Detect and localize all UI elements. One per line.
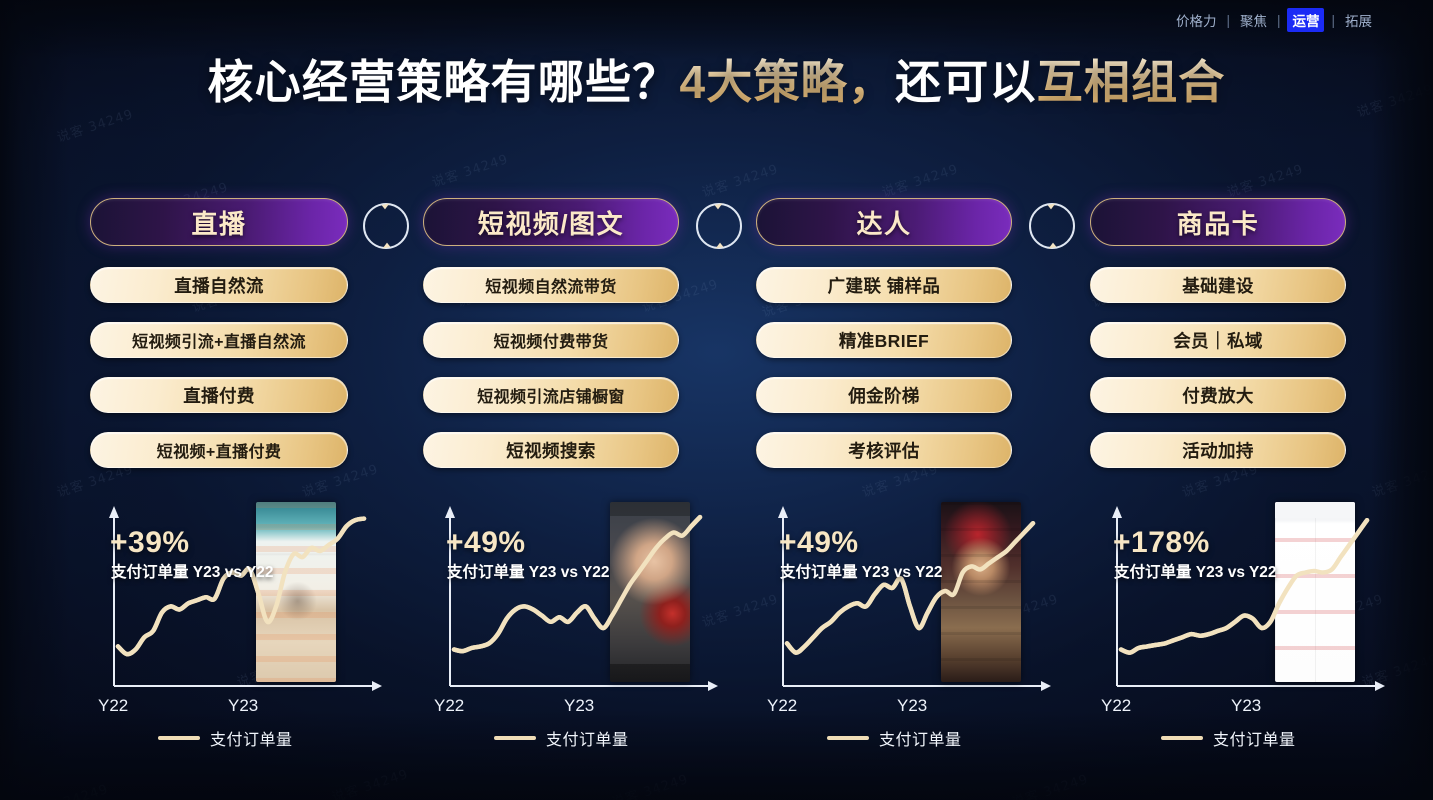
column-items-talent: 广建联 铺样品 精准BRIEF 佣金阶梯 考核评估 (756, 267, 1012, 468)
chart-shortvideo: +49% 支付订单量 Y23 vs Y22 Y22 Y23 支付订单量 (424, 494, 724, 760)
nav-item-operations[interactable]: 运营 (1287, 8, 1325, 32)
strategy-item[interactable]: 短视频引流店铺橱窗 (423, 377, 679, 413)
column-items-shortvideo: 短视频自然流带货 短视频付费带货 短视频引流店铺橱窗 短视频搜索 (423, 267, 679, 468)
strategy-item[interactable]: 基础建设 (1090, 267, 1346, 303)
strategy-item[interactable]: 活动加持 (1090, 432, 1346, 468)
circular-arrows-icon (363, 203, 409, 249)
circular-arrows-icon (360, 200, 412, 252)
strategy-item[interactable]: 短视频付费带货 (423, 322, 679, 358)
growth-subtitle: 支付订单量 Y23 vs Y22 (447, 564, 610, 581)
chart-productcard: +178% 支付订单量 Y23 vs Y22 Y22 Y23 支付订单量 (1091, 494, 1391, 760)
nav-separator: | (1276, 12, 1281, 28)
x-axis-label-start: Y22 (98, 696, 129, 715)
growth-percent: +49% (779, 526, 859, 559)
x-axis-label-start: Y22 (1101, 696, 1132, 715)
title-part-combine: 互相组合 (1036, 56, 1226, 108)
strategy-column-shortvideo: 短视频/图文 短视频自然流带货 短视频付费带货 短视频引流店铺橱窗 短视频搜索 (423, 198, 679, 487)
legend-swatch (494, 736, 536, 740)
strategy-item[interactable]: 精准BRIEF (756, 322, 1012, 358)
growth-subtitle: 支付订单量 Y23 vs Y22 (1114, 564, 1277, 581)
legend-swatch (1161, 736, 1203, 740)
legend-swatch (158, 736, 200, 740)
growth-subtitle: 支付订单量 Y23 vs Y22 (111, 564, 274, 581)
strategy-item[interactable]: 直播自然流 (90, 267, 348, 303)
column-header-talent[interactable]: 达人 (756, 198, 1012, 246)
short-video-creator-screenshot (610, 502, 690, 682)
growth-percent: +49% (446, 526, 526, 559)
strategy-column-productcard: 商品卡 基础建设 会员｜私域 付费放大 活动加持 (1090, 198, 1346, 487)
strategy-item[interactable]: 考核评估 (756, 432, 1012, 468)
top-nav[interactable]: 价格力 | 聚焦 | 运营 | 拓展 (1173, 8, 1375, 32)
x-axis-label-mid: Y23 (228, 696, 259, 715)
chart-legend: 支付订单量 (1161, 726, 1296, 750)
strategy-column-talent: 达人 广建联 铺样品 精准BRIEF 佣金阶梯 考核评估 (756, 198, 1012, 487)
chart-legend: 支付订单量 (158, 726, 293, 750)
legend-swatch (827, 736, 869, 740)
column-items-productcard: 基础建设 会员｜私域 付费放大 活动加持 (1090, 267, 1346, 468)
chart-legend: 支付订单量 (827, 726, 962, 750)
growth-subtitle: 支付订单量 Y23 vs Y22 (780, 564, 943, 581)
title-part-question: 核心经营策略有哪些？ (207, 56, 680, 108)
title-part-also: 还可以 (895, 56, 1037, 108)
circular-arrows-icon (693, 200, 745, 252)
x-axis-label-mid: Y23 (1231, 696, 1262, 715)
strategy-item[interactable]: 付费放大 (1090, 377, 1346, 413)
page-title: 核心经营策略有哪些？4大策略，还可以互相组合 (0, 46, 1433, 112)
talent-livestream-screenshot (941, 502, 1021, 682)
strategy-item[interactable]: 短视频搜索 (423, 432, 679, 468)
nav-item-price[interactable]: 价格力 (1175, 14, 1217, 29)
strategy-item[interactable]: 广建联 铺样品 (756, 267, 1012, 303)
title-part-strategies: 4大策略， (679, 56, 896, 108)
growth-percent: +178% (1113, 526, 1210, 559)
chart-talent: +49% 支付订单量 Y23 vs Y22 Y22 Y23 支付订单量 (757, 494, 1057, 760)
legend-label: 支付订单量 (546, 732, 629, 749)
strategy-item[interactable]: 短视频自然流带货 (423, 267, 679, 303)
strategy-item[interactable]: 直播付费 (90, 377, 348, 413)
chart-legend: 支付订单量 (494, 726, 629, 750)
legend-label: 支付订单量 (879, 732, 962, 749)
circular-arrows-icon (1026, 200, 1078, 252)
thumbnail-image (1275, 502, 1355, 682)
x-axis-label-start: Y22 (767, 696, 798, 715)
growth-percent: +39% (110, 526, 190, 559)
circular-arrows-icon (696, 203, 742, 249)
legend-label: 支付订单量 (1213, 732, 1296, 749)
strategy-item[interactable]: 佣金阶梯 (756, 377, 1012, 413)
strategy-item[interactable]: 会员｜私域 (1090, 322, 1346, 358)
thumbnail-image (610, 502, 690, 682)
nav-separator: | (1226, 12, 1230, 28)
column-items-live: 直播自然流 短视频引流+直播自然流 直播付费 短视频+直播付费 (90, 267, 348, 468)
thumbnail-image (941, 502, 1021, 682)
x-axis-label-mid: Y23 (564, 696, 595, 715)
column-header-productcard[interactable]: 商品卡 (1090, 198, 1346, 246)
strategy-item[interactable]: 短视频引流+直播自然流 (90, 322, 348, 358)
strategy-item[interactable]: 短视频+直播付费 (90, 432, 348, 468)
thumbnail-image (256, 502, 336, 682)
nav-item-focus[interactable]: 聚焦 (1239, 14, 1267, 29)
circular-arrows-icon (1029, 203, 1075, 249)
nav-separator: | (1331, 12, 1335, 28)
column-header-shortvideo[interactable]: 短视频/图文 (423, 198, 679, 246)
column-header-live[interactable]: 直播 (90, 198, 348, 246)
x-axis-label-mid: Y23 (897, 696, 928, 715)
live-stream-product-screenshot (256, 502, 336, 682)
legend-label: 支付订单量 (210, 732, 293, 749)
strategy-column-live: 直播 直播自然流 短视频引流+直播自然流 直播付费 短视频+直播付费 (90, 198, 348, 487)
chart-live: +39% 支付订单量 Y23 vs Y22 Y22 Y23 支付订单量 (88, 494, 388, 760)
strategy-columns: 直播 直播自然流 短视频引流+直播自然流 直播付费 短视频+直播付费 短视频/图… (0, 198, 1433, 488)
nav-item-expand[interactable]: 拓展 (1345, 14, 1372, 29)
product-card-shop-screenshot (1275, 502, 1355, 682)
chart-row: +39% 支付订单量 Y23 vs Y22 Y22 Y23 支付订单量 +49% 支付订单… (0, 494, 1433, 764)
x-axis-label-start: Y22 (434, 696, 465, 715)
